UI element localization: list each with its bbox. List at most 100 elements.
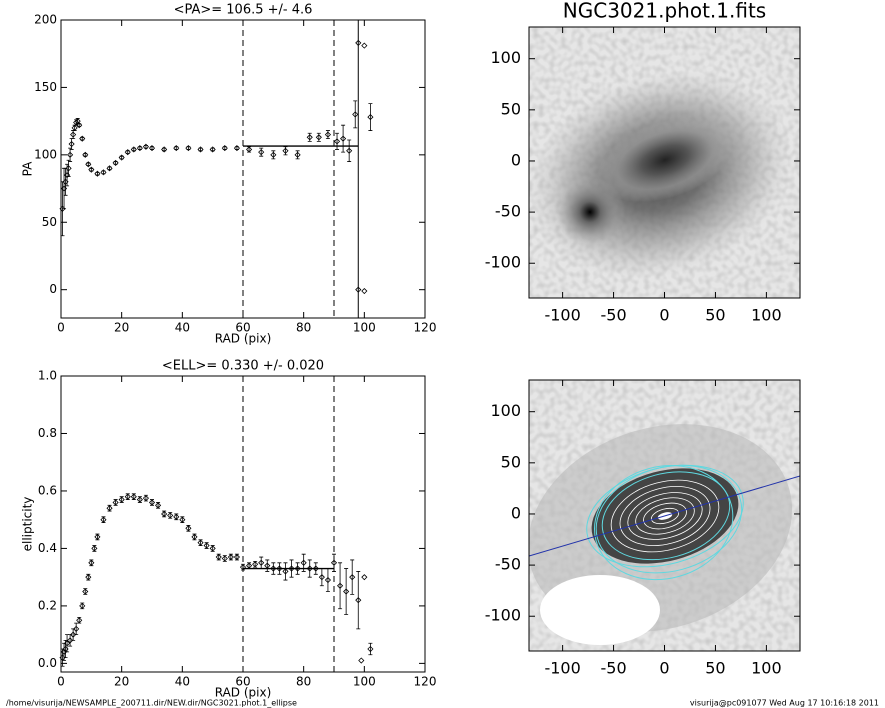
y-tick-label: -100 [485, 606, 521, 625]
data-point [346, 147, 353, 154]
x-tick-label: 80 [296, 675, 311, 689]
y-tick-label: 0 [511, 503, 521, 522]
data-point [333, 138, 341, 145]
data-point [70, 631, 77, 638]
x-tick-label: 120 [414, 321, 437, 335]
data-point [173, 145, 180, 152]
y-tick-label: -50 [495, 202, 521, 221]
data-point [361, 574, 368, 581]
data-point [300, 559, 307, 566]
data-point [100, 516, 107, 523]
x-tick-label: 60 [235, 675, 250, 689]
data-point [94, 533, 101, 540]
data-point [239, 564, 247, 571]
data-point [330, 559, 338, 566]
data-point [76, 122, 83, 129]
error-bar [289, 559, 294, 578]
data-point [209, 146, 216, 153]
data-point [100, 169, 107, 176]
data-point [215, 553, 222, 561]
data-point [294, 151, 301, 158]
x-tick-label: 20 [114, 675, 129, 689]
x-tick-label: 0 [57, 321, 65, 335]
error-bar [307, 559, 312, 578]
data-point [68, 140, 75, 148]
error-bar [301, 553, 306, 572]
x-tick-label: -100 [544, 306, 580, 325]
y-tick-label: 50 [42, 215, 57, 229]
data-point [124, 149, 131, 156]
data-point [148, 499, 156, 506]
y-tick-label: 100 [490, 48, 521, 67]
x-tick-label: 0 [659, 659, 669, 678]
data-point [179, 516, 186, 523]
error-bar [295, 562, 300, 575]
error-bar [72, 124, 77, 131]
error-bar [247, 146, 252, 153]
y-tick-label: 0.4 [38, 541, 57, 555]
data-point [161, 510, 168, 518]
y-tick-label: 0.8 [38, 426, 57, 440]
data-point [246, 146, 253, 153]
data-point [82, 151, 89, 158]
data-point [264, 562, 271, 569]
data-point [173, 513, 180, 520]
data-point [349, 574, 356, 581]
x-tick-label: 100 [751, 659, 782, 678]
data-point [258, 149, 265, 156]
error-bar [356, 571, 361, 630]
data-point [340, 135, 347, 142]
y-tick-label: 0 [49, 282, 57, 296]
data-point [130, 493, 137, 500]
x-tick-label: 0 [659, 306, 669, 325]
data-point [294, 565, 301, 572]
data-point [252, 561, 259, 568]
data-point [258, 559, 265, 566]
x-tick-label: -100 [544, 659, 580, 678]
data-point [367, 645, 374, 653]
data-point [233, 145, 240, 152]
data-point [324, 576, 331, 584]
data-point [136, 496, 143, 503]
x-tick-label: -50 [600, 306, 626, 325]
data-point [276, 565, 283, 572]
data-point [106, 505, 113, 512]
data-point [358, 657, 365, 664]
data-point [361, 42, 368, 49]
data-point [306, 565, 313, 572]
footer-stamp: visurija@pc091077 Wed Aug 17 10:16:18 20… [690, 699, 879, 708]
data-point [288, 565, 295, 572]
data-point [185, 145, 192, 152]
x-tick-label: 60 [235, 321, 250, 335]
data-point [136, 145, 143, 152]
data-point [209, 545, 216, 552]
error-bar [68, 147, 73, 162]
y-tick-label: 100 [490, 401, 521, 420]
error-bar [325, 568, 330, 592]
x-axis-label: RAD (pix) [215, 332, 272, 346]
chart-title: NGC3021.phot.1.fits [563, 0, 766, 23]
y-axis-label: PA [21, 161, 35, 176]
x-tick-label: 40 [175, 321, 190, 335]
data-point [191, 533, 198, 540]
data-point [355, 597, 362, 604]
y-tick-label: 150 [34, 80, 57, 94]
data-point [112, 499, 119, 506]
chart-title: <ELL>= 0.330 +/- 0.020 [162, 359, 324, 374]
x-tick-label: 50 [705, 306, 725, 325]
error-bar [344, 568, 349, 615]
data-point [282, 568, 289, 575]
galaxy-image [529, 27, 800, 298]
x-tick-label: 0 [57, 675, 65, 689]
x-tick-label: 80 [296, 321, 311, 335]
data-point [70, 131, 77, 138]
data-point [79, 135, 86, 142]
data-point [343, 588, 350, 595]
data-point [167, 512, 174, 519]
error-bar [313, 562, 318, 575]
data-point [64, 640, 71, 647]
x-tick-label: 40 [175, 675, 190, 689]
x-axis-label: RAD (pix) [215, 686, 272, 700]
data-point [155, 502, 162, 509]
data-point [324, 131, 331, 138]
